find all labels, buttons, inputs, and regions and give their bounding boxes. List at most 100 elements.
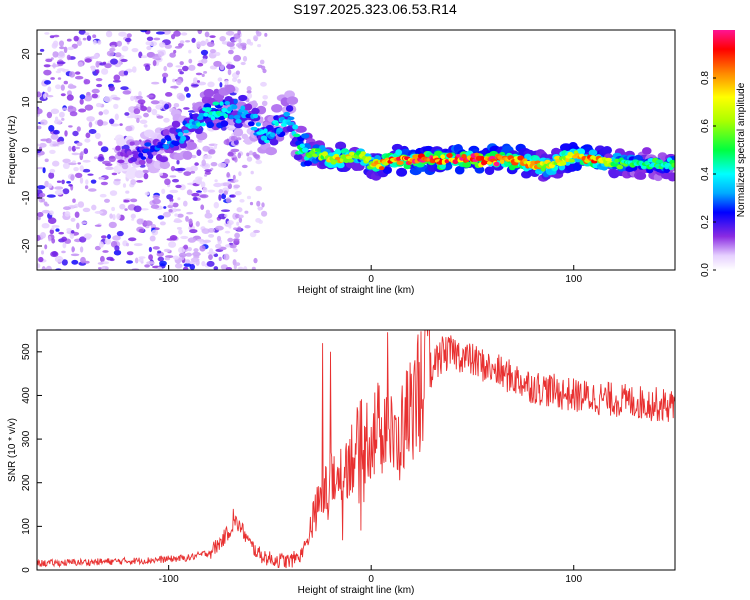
ridge-cell: [293, 133, 301, 138]
colorbar-tick-label: 0.8: [700, 71, 711, 85]
ridge-cell: [200, 122, 207, 127]
noise-speckle: [174, 213, 179, 217]
noise-speckle: [98, 241, 104, 248]
noise-speckle: [239, 199, 245, 203]
noise-speckle: [236, 137, 242, 141]
ridge-cell: [269, 138, 279, 146]
noise-speckle: [52, 51, 59, 58]
noise-speckle: [69, 111, 78, 117]
noise-speckle: [178, 229, 183, 235]
noise-speckle: [97, 262, 104, 265]
noise-speckle: [49, 229, 54, 235]
ridge-cell: [493, 161, 500, 167]
noise-speckle: [59, 111, 65, 118]
noise-speckle: [157, 250, 162, 254]
noise-speckle: [61, 179, 65, 185]
noise-speckle: [148, 254, 154, 261]
ridge-cell: [403, 163, 411, 170]
noise-speckle: [180, 32, 188, 36]
noise-speckle: [124, 208, 128, 211]
noise-speckle: [194, 162, 199, 166]
noise-speckle: [104, 198, 110, 203]
noise-speckle: [103, 109, 109, 115]
ridge-cell: [602, 146, 612, 155]
noise-speckle: [244, 210, 249, 214]
noise-speckle: [41, 267, 47, 270]
noise-speckle: [184, 86, 189, 92]
noise-speckle: [156, 115, 164, 119]
noise-speckle: [186, 189, 193, 196]
noise-speckle: [195, 221, 200, 227]
ridge-cell: [233, 98, 238, 104]
noise-speckle: [213, 143, 218, 150]
colorbar-label: Normalized spectral amplitude: [736, 82, 747, 217]
ridge-cell: [605, 157, 612, 162]
noise-speckle: [229, 46, 236, 50]
noise-speckle: [213, 266, 219, 270]
noise-speckle: [226, 138, 230, 146]
ridge-cell: [461, 154, 467, 159]
ridge-cell: [290, 121, 295, 126]
noise-speckle: [161, 188, 166, 194]
noise-speckle: [62, 158, 71, 164]
noise-speckle: [165, 92, 173, 97]
noise-speckle: [52, 40, 59, 48]
noise-speckle: [200, 40, 207, 47]
noise-speckle: [264, 32, 268, 37]
colorbar: 0.0 0.2 0.4 0.6 0.8 Normalized spectral ampl…: [700, 30, 747, 277]
colorbar-tick-label: 0.4: [700, 167, 711, 181]
noise-speckle: [170, 165, 176, 172]
noise-speckle: [60, 93, 66, 97]
noise-speckle: [209, 35, 216, 38]
noise-speckle: [201, 58, 208, 64]
noise-speckle: [201, 228, 210, 235]
noise-speckle: [196, 41, 202, 48]
noise-speckle: [62, 188, 70, 195]
noise-speckle: [215, 52, 221, 56]
noise-speckle: [56, 180, 62, 183]
ridge-cell: [265, 124, 274, 132]
noise-speckle: [157, 266, 163, 270]
snr-frame: [36, 329, 676, 571]
noise-speckle: [44, 203, 50, 207]
noise-speckle: [192, 196, 198, 201]
noise-speckle: [176, 159, 180, 165]
ridge-cell: [334, 148, 342, 156]
noise-speckle: [50, 57, 54, 60]
noise-speckle: [207, 228, 216, 233]
noise-speckle: [37, 185, 46, 190]
noise-speckle: [196, 149, 202, 156]
noise-speckle: [131, 48, 139, 53]
noise-speckle: [99, 193, 107, 198]
noise-speckle: [95, 78, 103, 82]
noise-speckle: [104, 238, 112, 245]
noise-speckle: [213, 182, 223, 188]
noise-speckle: [159, 172, 163, 176]
noise-speckle: [178, 42, 184, 47]
noise-speckle: [235, 213, 241, 219]
noise-speckle: [126, 242, 129, 247]
noise-speckle: [184, 167, 194, 172]
noise-speckle: [144, 264, 151, 268]
snr-x-ticks: -100 0 100: [159, 565, 583, 585]
noise-speckle: [197, 80, 200, 83]
noise-speckle: [66, 94, 74, 101]
noise-speckle: [226, 63, 232, 70]
ridge-cell: [206, 121, 215, 129]
noise-speckle: [51, 64, 60, 68]
noise-speckle: [218, 256, 222, 262]
noise-speckle: [257, 44, 262, 48]
noise-speckle: [40, 232, 46, 239]
noise-speckle: [178, 246, 185, 254]
noise-speckle: [69, 232, 75, 239]
noise-speckle: [53, 34, 60, 38]
ridge-cell: [238, 94, 248, 102]
noise-speckle: [206, 260, 215, 267]
ridge-cell: [314, 148, 321, 152]
noise-speckle: [225, 61, 232, 65]
noise-speckle: [155, 31, 165, 35]
noise-speckle: [223, 190, 228, 195]
noise-speckle: [90, 65, 96, 72]
noise-speckle: [183, 244, 189, 250]
noise-speckle: [68, 162, 77, 166]
